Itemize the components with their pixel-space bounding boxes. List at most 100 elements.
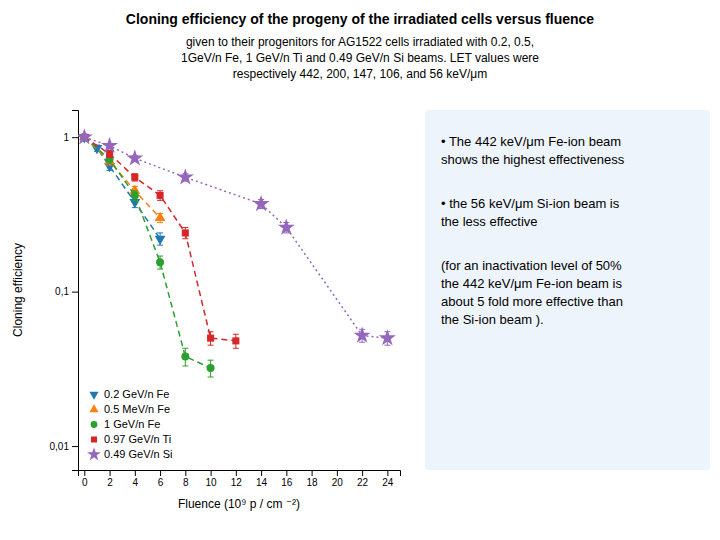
point [207,364,215,372]
legend-item: 0.49 GeV/n Si [87,447,172,460]
text-line: • The 442 keV/μm Fe-ion beam [441,134,621,149]
text-line: 1GeV/n Fe, 1 GeV/n Ti and 0.49 GeV/n Si … [181,51,539,65]
legend-symbol [87,447,101,460]
point [157,192,164,199]
y-tick-label: 0,1 [55,286,69,297]
text-line: the less effective [441,214,538,229]
point [101,137,118,153]
x-tick-label: 12 [231,477,243,488]
legend-label: 0.5 MeV/n Fe [104,403,170,415]
chart: Cloning efficiency of the progeny of the… [0,0,720,540]
x-tick-label: 24 [382,477,394,488]
legend-label: 0.49 GeV/n Si [104,448,173,460]
point [78,128,93,144]
annotation-background [425,110,710,470]
x-axis-line [79,471,401,477]
x-tick: 14 [256,470,268,488]
x-tick-mark [312,470,313,476]
annotation: • The 442 keV/μm Fe-ion beam shows the hi… [441,134,625,167]
x-tick-mark [261,470,262,476]
point [207,335,214,342]
legend-item: 1 GeV/n Fe [91,418,161,430]
y-axis: 0,01 0,1 1 [50,111,79,471]
error-bar [208,360,214,377]
x-tick-mark [286,470,287,476]
x-tick-mark [236,470,237,476]
error-bar [157,191,163,201]
x-tick-label: 16 [281,477,293,488]
annotation: (for an inactivation level of 50%the 442… [441,258,623,327]
text-line: shows the highest effectiveness [441,152,625,167]
legend-symbol [91,421,98,428]
x-tick: 22 [357,470,369,488]
legend-symbol [89,392,98,400]
x-tick-label: 2 [107,477,113,488]
point [278,219,295,235]
x-tick-label: 10 [206,477,218,488]
y-tick-label: 1 [63,132,69,143]
x-tick-mark [185,470,186,476]
point [126,149,143,165]
text-line: the 442 keV/μm Fe-ion beam is [441,276,622,291]
x-tick: 16 [281,470,293,488]
error-bar [157,256,163,269]
series [80,133,214,377]
text-line: respectively 442, 200, 147, 106, and 56 … [233,67,487,81]
y-tick-mark [72,446,78,447]
legend-symbol [89,404,98,412]
error-bar [233,334,239,348]
text-line: given to their progenitors for AG1522 ce… [186,35,534,49]
point [182,229,189,236]
x-tick-label: 8 [183,477,189,488]
x-tick: 10 [206,470,218,488]
title: Cloning efficiency of the progeny of the… [126,11,595,27]
x-tick-mark [135,470,136,476]
series [79,134,166,245]
point [379,329,396,345]
legend-item: 0.2 GeV/n Fe [89,388,169,400]
x-tick-mark [337,470,338,476]
x-tick: 4 [133,470,139,488]
point [155,236,166,245]
x-tick: 12 [231,470,243,488]
legend-item: 0.5 MeV/n Fe [89,403,170,415]
y-tick: 0,1 [55,286,78,297]
y-tick: 1 [63,132,78,143]
annotation: • the 56 keV/μm Si-ion beam is the less e… [441,196,620,229]
error-bar [107,151,113,158]
x-tick-mark [110,470,111,476]
series [78,128,396,345]
x-tick-mark [362,470,363,476]
point [253,195,270,211]
point [131,174,138,181]
error-bar [208,332,214,345]
x-tick-label: 6 [158,477,164,488]
subtitle: given to their progenitors for AG1522 ce… [181,35,539,81]
point [131,191,139,199]
legend-item: 0.97 GeV/n Ti [91,433,171,445]
legend: 0.2 GeV/n Fe 0.5 MeV/n Fe 1 GeV/n Fe 0.97 G… [87,388,172,460]
x-tick: 2 [107,470,113,488]
legend-label: 0.97 GeV/n Ti [104,433,171,445]
x-tick-label: 4 [133,477,139,488]
y-tick: 0,01 [50,441,78,452]
x-tick-label: 22 [357,477,369,488]
y-tick-mark [72,137,78,138]
x-tick: 8 [183,470,189,488]
point [106,150,113,157]
error-bar [182,348,188,366]
x-tick-mark [84,470,85,476]
y-axis-line [72,111,79,471]
text-line: about 5 fold more effective than [441,294,623,309]
point [177,168,194,184]
series [81,134,240,349]
x-tick-label: 18 [307,477,319,488]
x-tick-mark [160,470,161,476]
plot-marks [78,128,396,377]
x-tick: 6 [158,470,164,488]
error-bar [132,191,138,201]
legend-label: 0.2 GeV/n Fe [104,388,169,400]
text-line: • the 56 keV/μm Si-ion beam is [441,196,620,211]
x-axis: 024681012141618202224 [79,470,401,488]
series-line [84,137,387,338]
